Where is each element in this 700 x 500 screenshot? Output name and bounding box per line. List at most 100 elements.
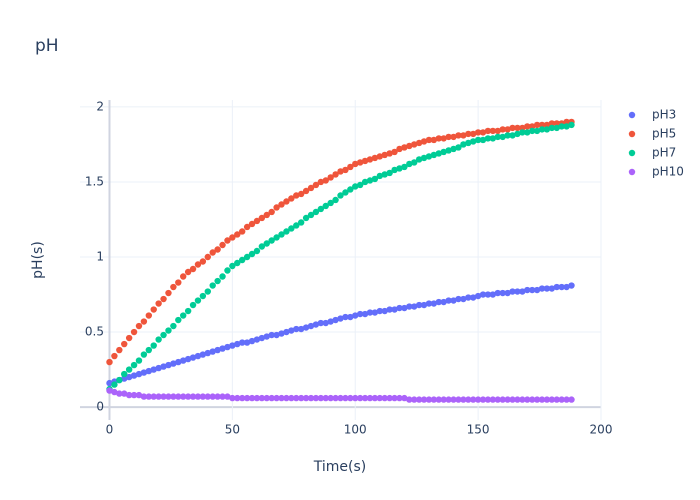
point bbox=[509, 124, 516, 132]
point bbox=[524, 129, 531, 136]
point bbox=[293, 394, 300, 402]
point bbox=[366, 394, 374, 402]
point bbox=[366, 309, 374, 316]
point bbox=[499, 133, 506, 141]
point bbox=[135, 370, 143, 378]
point bbox=[553, 283, 560, 291]
point bbox=[342, 166, 349, 174]
point bbox=[460, 396, 467, 403]
point bbox=[288, 225, 295, 232]
point bbox=[376, 307, 384, 315]
point bbox=[189, 301, 197, 309]
point bbox=[234, 259, 241, 267]
point bbox=[430, 151, 438, 159]
point bbox=[342, 189, 349, 196]
point bbox=[238, 228, 246, 235]
point bbox=[184, 393, 192, 400]
point bbox=[170, 283, 177, 291]
point bbox=[293, 192, 300, 199]
point bbox=[386, 169, 393, 177]
point bbox=[366, 177, 374, 184]
point bbox=[155, 300, 162, 307]
point bbox=[420, 396, 428, 403]
y-tick-label: 1 bbox=[96, 249, 104, 263]
point bbox=[209, 348, 216, 355]
point bbox=[376, 394, 384, 402]
legend-marker bbox=[628, 149, 636, 157]
point bbox=[371, 309, 379, 316]
point bbox=[543, 121, 551, 129]
point bbox=[494, 289, 501, 297]
point bbox=[381, 171, 388, 178]
point bbox=[184, 268, 192, 276]
point bbox=[356, 394, 364, 402]
point bbox=[519, 129, 526, 136]
point bbox=[155, 393, 162, 400]
point bbox=[307, 322, 315, 330]
point bbox=[455, 396, 462, 403]
point bbox=[155, 364, 162, 372]
point bbox=[302, 394, 310, 402]
x-tick-label: 50 bbox=[225, 423, 240, 437]
point bbox=[371, 175, 379, 183]
point bbox=[283, 198, 290, 205]
point bbox=[327, 174, 334, 181]
point bbox=[317, 178, 325, 186]
point bbox=[499, 396, 506, 403]
point bbox=[297, 190, 305, 198]
point bbox=[204, 349, 211, 357]
point bbox=[499, 126, 506, 133]
point bbox=[297, 219, 305, 226]
point bbox=[440, 135, 447, 142]
point bbox=[533, 121, 541, 129]
point bbox=[125, 391, 133, 399]
point bbox=[248, 220, 256, 228]
point bbox=[411, 303, 418, 310]
point bbox=[435, 396, 443, 403]
point bbox=[543, 396, 551, 403]
point bbox=[371, 394, 379, 402]
point bbox=[165, 393, 172, 400]
point bbox=[116, 346, 123, 354]
point bbox=[514, 288, 521, 295]
point bbox=[332, 171, 339, 178]
point bbox=[258, 394, 266, 402]
point bbox=[322, 202, 329, 210]
point bbox=[499, 289, 506, 297]
point bbox=[214, 246, 221, 253]
point bbox=[420, 154, 428, 162]
point bbox=[396, 145, 403, 153]
point bbox=[165, 361, 172, 369]
point bbox=[219, 345, 226, 352]
point bbox=[381, 307, 388, 315]
point bbox=[268, 394, 275, 402]
legend-label: pH5 bbox=[652, 127, 676, 141]
point bbox=[568, 396, 575, 403]
point bbox=[165, 289, 172, 297]
y-axis-title: pH(s) bbox=[30, 241, 46, 279]
series bbox=[106, 118, 575, 366]
point bbox=[504, 396, 511, 403]
point bbox=[568, 282, 575, 289]
point bbox=[337, 168, 344, 175]
point bbox=[411, 159, 418, 166]
point bbox=[234, 340, 241, 348]
point bbox=[386, 150, 393, 157]
point bbox=[401, 394, 408, 402]
point bbox=[489, 135, 497, 142]
point bbox=[327, 394, 334, 402]
point bbox=[238, 394, 246, 402]
point bbox=[135, 322, 143, 330]
point bbox=[135, 391, 143, 399]
point bbox=[209, 282, 216, 289]
point bbox=[450, 396, 457, 403]
point bbox=[204, 393, 211, 400]
point bbox=[184, 355, 192, 363]
point bbox=[450, 297, 457, 304]
point bbox=[160, 331, 167, 339]
point bbox=[293, 222, 300, 229]
point bbox=[263, 211, 270, 219]
point bbox=[170, 393, 177, 400]
